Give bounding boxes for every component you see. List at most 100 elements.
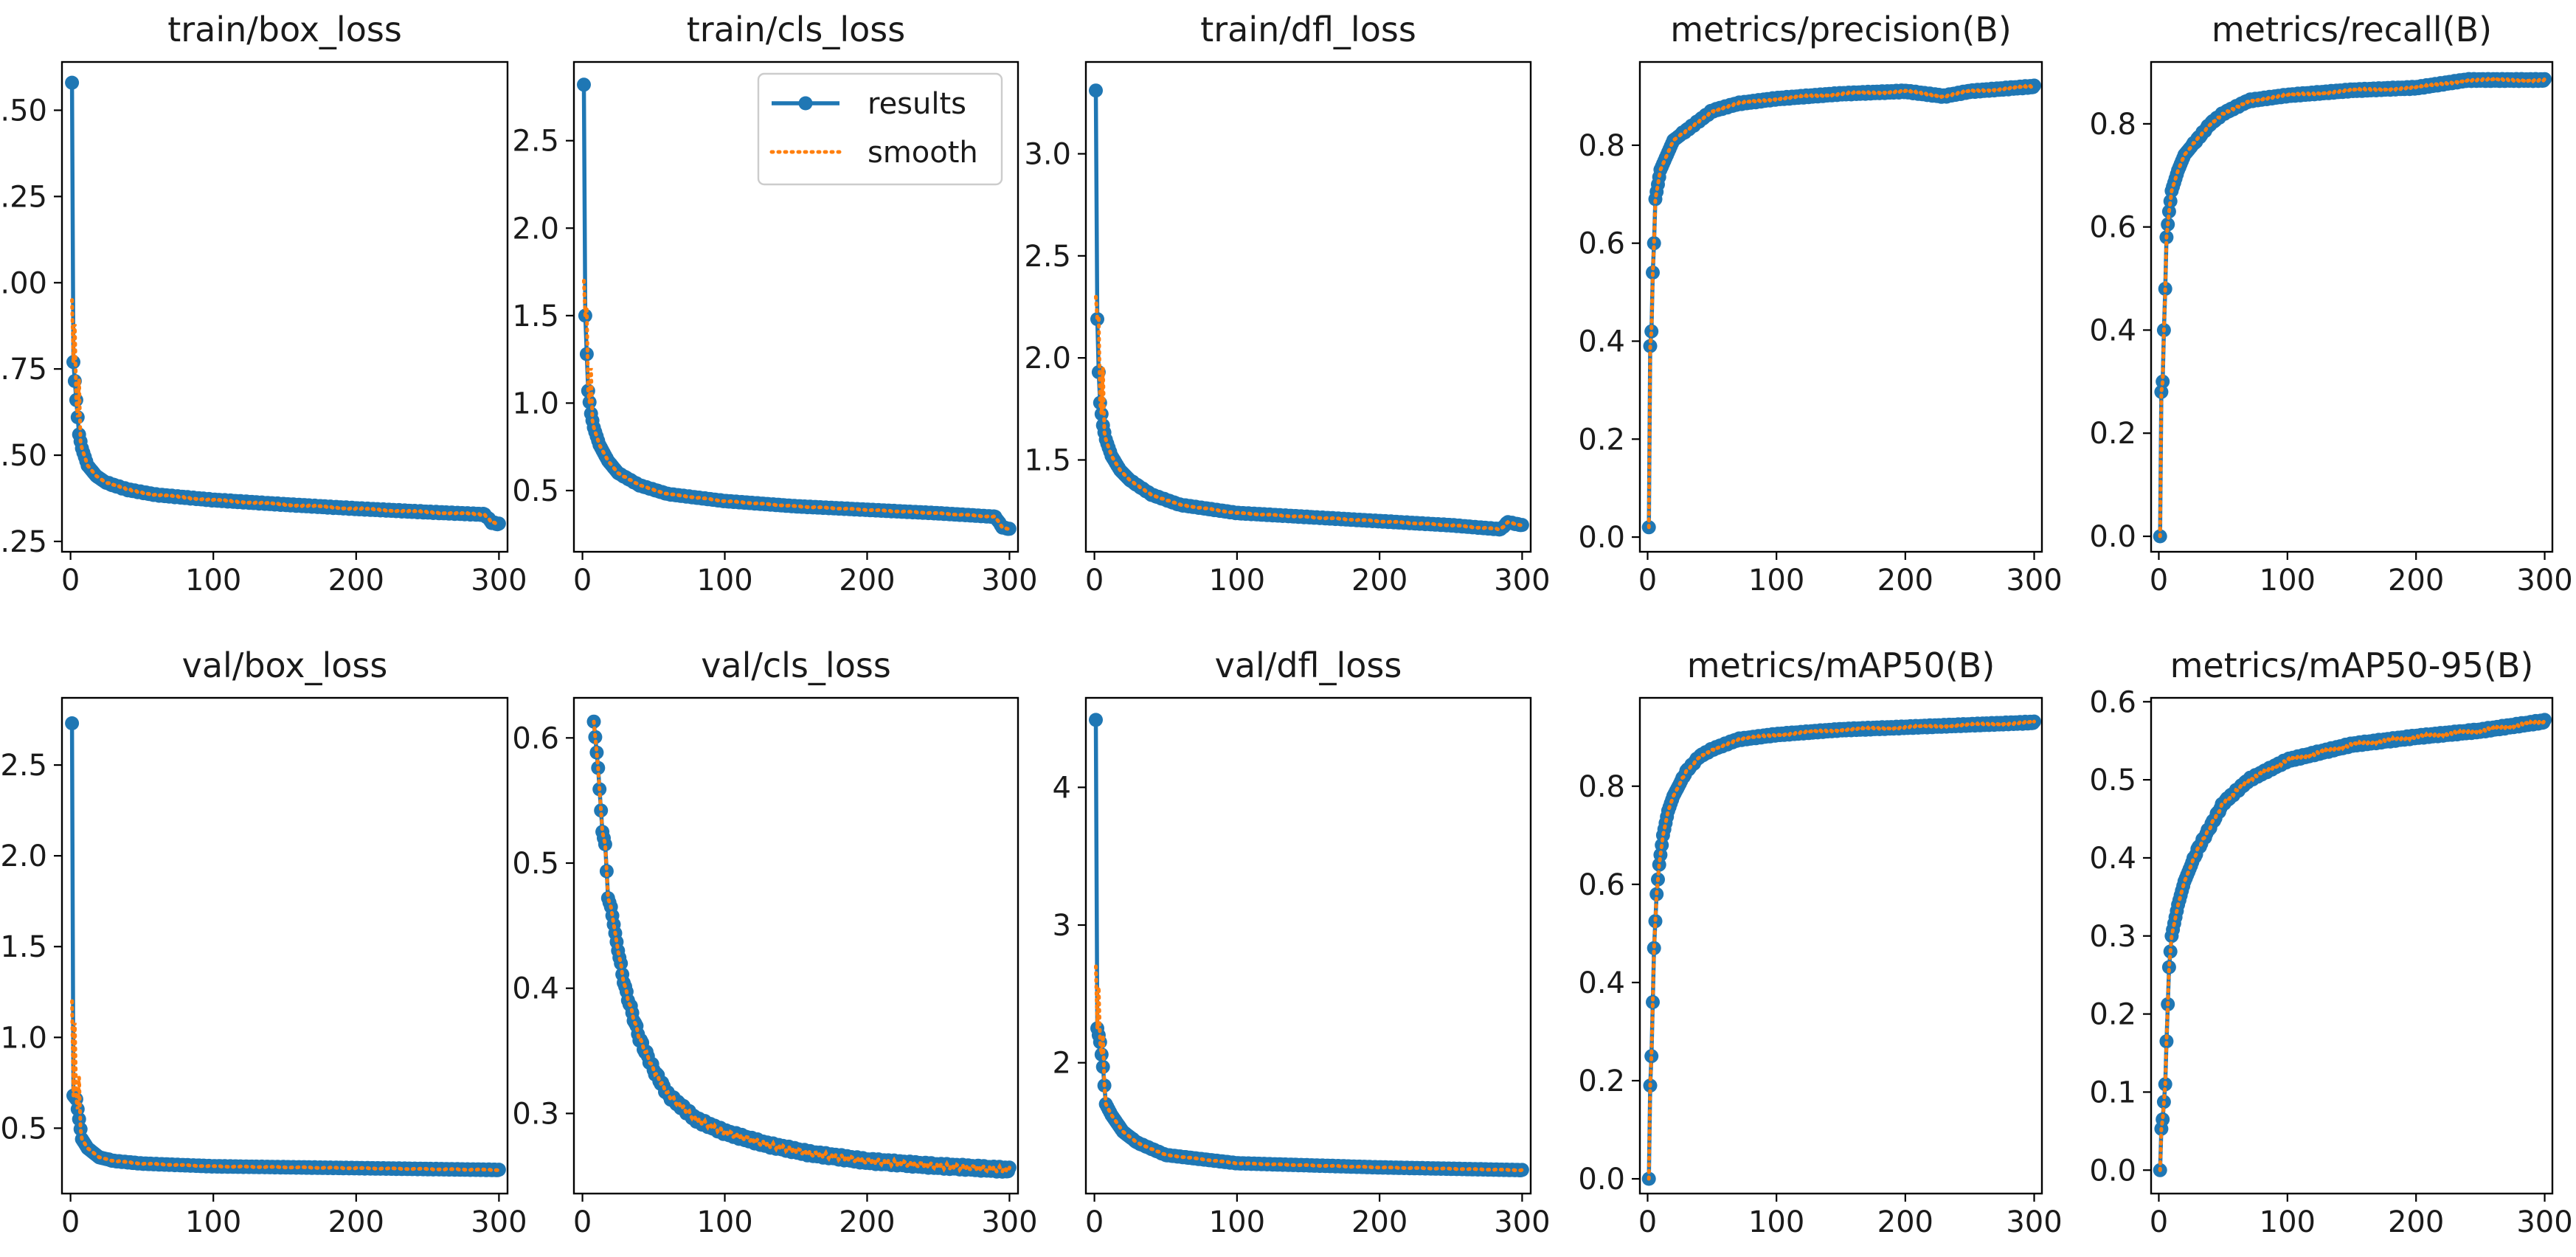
y-tick-label: 1.5 xyxy=(1024,444,1071,478)
y-tick-label: 0.2 xyxy=(1578,423,1625,457)
x-tick-label: 0 xyxy=(1085,564,1104,598)
x-tick-label: 0 xyxy=(61,1205,80,1239)
x-tick-label: 0 xyxy=(2150,1205,2168,1239)
y-tick-label: 2.0 xyxy=(0,839,47,873)
x-tick-label: 100 xyxy=(185,1205,241,1239)
x-tick-label: 0 xyxy=(573,564,592,598)
y-tick-label: 0.4 xyxy=(2089,314,2136,347)
x-tick-label: 300 xyxy=(471,564,527,598)
y-tick-label: 0.6 xyxy=(1578,868,1625,902)
x-tick-label: 100 xyxy=(1748,564,1804,598)
plot-title: train/cls_loss xyxy=(687,10,905,49)
data-point xyxy=(2027,78,2041,93)
x-tick-label: 0 xyxy=(61,564,80,598)
data-point xyxy=(1089,83,1103,98)
y-tick-label: 0.5 xyxy=(0,1112,47,1146)
y-tick-label: 0.2 xyxy=(2089,998,2136,1032)
x-tick-label: 100 xyxy=(1209,1205,1265,1239)
axes-frame xyxy=(1638,60,2043,553)
plot-title: metrics/recall(B) xyxy=(2212,10,2492,49)
x-tick-label: 0 xyxy=(1638,564,1657,598)
x-tick-label: 200 xyxy=(2388,564,2444,598)
legend-marker xyxy=(798,96,813,111)
y-tick-label: 0.3 xyxy=(2089,920,2136,954)
data-point xyxy=(1644,324,1659,339)
y-tick-label: 2.0 xyxy=(1024,342,1071,375)
x-tick-label: 200 xyxy=(1351,564,1408,598)
x-tick-label: 100 xyxy=(696,564,752,598)
x-tick-label: 200 xyxy=(328,564,384,598)
series-line-results xyxy=(69,723,500,1173)
series-line-results xyxy=(592,721,1011,1174)
axes-frame xyxy=(572,696,1019,1195)
x-tick-label: 0 xyxy=(1085,1205,1104,1239)
y-tick-label: 0.25 xyxy=(0,525,47,559)
axes-frame xyxy=(572,60,1019,553)
plot-area xyxy=(577,77,1017,536)
data-point xyxy=(2163,194,2178,209)
y-tick-label: 0.4 xyxy=(1578,966,1625,1000)
axes-frame xyxy=(60,60,509,553)
data-point xyxy=(589,745,604,760)
plot-area xyxy=(1089,713,1529,1177)
x-tick-label: 0 xyxy=(573,1205,592,1239)
plot-title: train/dfl_loss xyxy=(1200,10,1416,49)
y-tick-label: 2.5 xyxy=(512,125,559,159)
x-tick-label: 300 xyxy=(1494,564,1550,598)
x-tick-label: 0 xyxy=(2150,564,2168,598)
y-tick-label: 0.1 xyxy=(2089,1076,2136,1109)
series-line-smooth xyxy=(1094,294,1524,532)
data-point xyxy=(65,716,80,730)
y-tick-label: 0.6 xyxy=(2089,211,2136,245)
series-line-results xyxy=(1093,719,1523,1173)
axes-frame xyxy=(2150,696,2554,1195)
y-tick-label: 2 xyxy=(1053,1047,1071,1081)
y-tick-label: 0.6 xyxy=(512,721,559,755)
x-tick-label: 200 xyxy=(1351,1205,1408,1239)
series-line-results xyxy=(69,83,500,527)
subplot-val-dfl-loss: val/dfl_loss 0 100 200 300 2 3 4 xyxy=(1053,645,1551,1239)
plot-title: val/dfl_loss xyxy=(1215,645,1402,685)
y-tick-label: 0.4 xyxy=(2089,842,2136,876)
series-line-results xyxy=(1647,83,2036,527)
y-tick-label: 0.8 xyxy=(1578,129,1625,163)
y-tick-label: 1.25 xyxy=(0,180,47,214)
axes-frame xyxy=(1638,696,2043,1195)
axes-frame xyxy=(2150,60,2554,553)
plot-title: val/cls_loss xyxy=(701,645,891,685)
data-point xyxy=(2156,1112,2170,1126)
x-tick-label: 300 xyxy=(981,564,1037,598)
x-tick-label: 100 xyxy=(2260,1205,2316,1239)
x-tick-label: 200 xyxy=(1877,564,1933,598)
x-tick-label: 200 xyxy=(1877,1205,1933,1239)
y-tick-label: 2.0 xyxy=(512,212,559,246)
x-tick-label: 300 xyxy=(2516,564,2572,598)
y-tick-label: 0.2 xyxy=(2089,417,2136,451)
x-tick-label: 100 xyxy=(2260,564,2316,598)
y-tick-label: 4 xyxy=(1053,771,1071,805)
data-point xyxy=(2538,713,2552,727)
series-line-smooth xyxy=(2158,76,2546,539)
plot-title: metrics/mAP50(B) xyxy=(1687,645,1995,685)
subplot-metrics-map50-95-b: metrics/mAP50-95(B) 0 100 200 300 0.0 0.1 0.2 0.… xyxy=(2089,645,2572,1239)
series-line-results xyxy=(2158,718,2546,1171)
plot-title: val/box_loss xyxy=(182,645,388,685)
plot-area xyxy=(1641,78,2041,535)
plot-title: metrics/precision(B) xyxy=(1670,10,2012,49)
y-tick-label: 1.0 xyxy=(0,1021,47,1055)
subplot-metrics-recall-b: metrics/recall(B) 0 100 200 300 0.0 0.2 0.4 0.6 0… xyxy=(2089,10,2572,598)
y-tick-label: 0.5 xyxy=(512,474,559,508)
data-point xyxy=(579,347,594,361)
y-tick-label: 1.00 xyxy=(0,266,47,300)
x-tick-label: 100 xyxy=(1209,564,1265,598)
data-point xyxy=(599,864,614,879)
axes-frame xyxy=(1084,60,1532,553)
y-tick-label: 0.3 xyxy=(512,1097,559,1131)
y-tick-label: 3 xyxy=(1053,909,1071,943)
plot-area xyxy=(2153,713,2552,1177)
subplot-metrics-map50-b: metrics/mAP50(B) 0 100 200 300 0.0 0.2 0.4 0.6 0.… xyxy=(1578,645,2062,1239)
y-tick-label: 0.2 xyxy=(1578,1064,1625,1098)
y-tick-label: 2.5 xyxy=(0,749,47,783)
y-tick-label: 0.0 xyxy=(1578,1163,1625,1197)
data-point xyxy=(65,75,80,90)
